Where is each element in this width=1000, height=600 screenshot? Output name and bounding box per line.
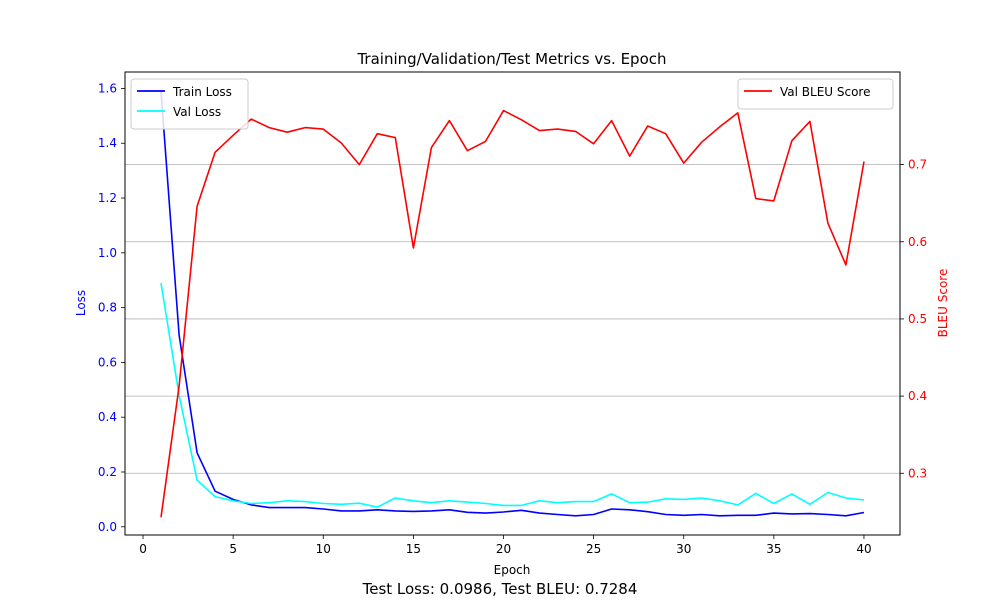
x-tick-label-0: 0 (139, 542, 147, 556)
x-axis-label: Epoch (494, 563, 531, 577)
y-axis-right: 0.3 0.4 0.5 0.6 0.7 (900, 158, 927, 480)
series-line-val-loss (160, 282, 865, 508)
legend-label-train-loss: Train Loss (172, 85, 232, 99)
series-line-val-bleu-score (160, 109, 865, 518)
x-tick-label-3: 15 (406, 542, 421, 556)
legend-loss: Train Loss Val Loss (130, 78, 249, 130)
legend-label-val-bleu-score: Val BLEU Score (780, 85, 871, 99)
x-tick-label-6: 30 (676, 542, 691, 556)
y-right-tick-label-2: 0.5 (908, 312, 927, 326)
y-left-tick-label-3: 0.6 (98, 355, 117, 369)
y-right-tick-label-4: 0.7 (908, 158, 927, 172)
y-left-tick-label-8: 1.6 (98, 81, 117, 95)
y-left-tick-label-6: 1.2 (98, 191, 117, 205)
legend-box (737, 78, 894, 110)
y-right-tick-label-3: 0.6 (908, 235, 927, 249)
y-left-tick-label-2: 0.4 (98, 410, 117, 424)
y-left-tick-label-0: 0.0 (98, 520, 117, 534)
series-layer (160, 91, 865, 518)
x-tick-label-1: 5 (229, 542, 237, 556)
x-tick-label-2: 10 (316, 542, 331, 556)
grid (125, 164, 900, 474)
y-axis-left: 0.0 0.2 0.4 0.6 0.8 1.0 1.2 1.4 1.6 (98, 81, 125, 534)
plot-frame (124, 71, 901, 536)
x-axis: 0 5 10 15 20 25 30 35 40 (139, 535, 872, 556)
chart-title: Training/Validation/Test Metrics vs. Epo… (356, 50, 666, 68)
x-tick-label-5: 25 (586, 542, 601, 556)
series-line-train-loss (160, 91, 865, 517)
y-right-tick-label-1: 0.4 (908, 389, 927, 403)
y-left-tick-label-5: 1.0 (98, 246, 117, 260)
test-metrics-footer: Test Loss: 0.0986, Test BLEU: 0.7284 (362, 580, 638, 598)
y-axis-right-label: BLEU Score (936, 269, 950, 338)
x-tick-label-7: 35 (766, 542, 781, 556)
y-left-tick-label-7: 1.4 (98, 136, 117, 150)
x-tick-label-4: 20 (496, 542, 511, 556)
y-left-tick-label-4: 0.8 (98, 301, 117, 315)
y-axis-left-label: Loss (74, 290, 88, 316)
y-right-tick-label-0: 0.3 (908, 466, 927, 480)
y-left-tick-label-1: 0.2 (98, 465, 117, 479)
legend-bleu: Val BLEU Score (737, 78, 894, 110)
legend-label-val-loss: Val Loss (173, 105, 221, 119)
x-tick-label-8: 40 (856, 542, 871, 556)
